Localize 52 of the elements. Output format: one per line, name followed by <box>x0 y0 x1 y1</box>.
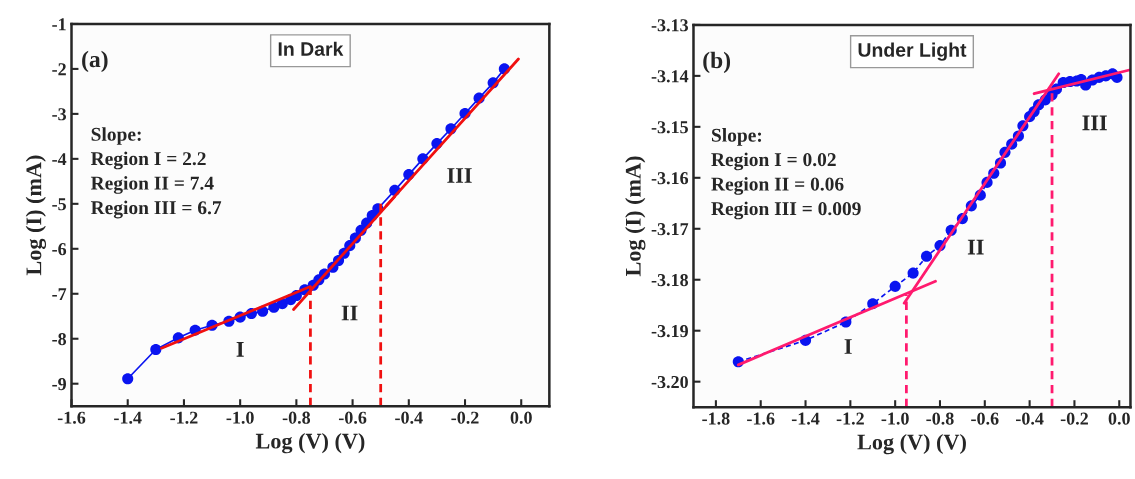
text: In Dark <box>278 41 344 56</box>
x-axis-title: Log (V) (V) <box>857 433 966 455</box>
annotation: II <box>967 239 984 255</box>
annotation: III <box>447 168 472 183</box>
x-tick-label: -0.2 <box>1060 412 1088 425</box>
y-tick-label: -3.18 <box>651 273 689 287</box>
y-tick-label: -9 <box>52 378 66 391</box>
y-tick-label: -3.19 <box>651 325 688 338</box>
x-tick-label: -0.4 <box>395 411 423 424</box>
y-tick-label: -3 <box>52 108 67 121</box>
x-axis-title: Log (V) (V) <box>255 432 365 454</box>
x-tick-label: -0.8 <box>926 412 954 425</box>
annotation: I <box>236 342 244 357</box>
x-tick-label: -1.2 <box>836 412 864 425</box>
annotation: Slope: Region I = 2.2 Region II = 7.4 Region III = 6.7 <box>90 127 222 219</box>
y-tick-label: -3.20 <box>651 375 688 389</box>
y-tick-label: -3.14 <box>651 70 689 83</box>
annotation: (a) <box>82 50 108 73</box>
x-tick-label: -1.4 <box>114 411 142 424</box>
x-tick-label: -0.8 <box>282 411 311 424</box>
y-axis-title: Log (I) (mA) <box>625 156 646 277</box>
x-tick-label: -0.6 <box>971 412 999 425</box>
y-tick-label: -8 <box>52 332 67 346</box>
x-tick-label: -0.6 <box>338 411 367 424</box>
x-tick-label: -1.6 <box>747 412 775 425</box>
y-axis-title: Log (I) (mA) <box>25 155 47 276</box>
x-tick-label: -1.4 <box>791 412 820 425</box>
y-tick-label: -4 <box>52 153 67 166</box>
annotation: II <box>341 305 358 321</box>
y-tick-label: -7 <box>52 288 67 301</box>
x-tick-label: 0.0 <box>510 411 532 424</box>
annotation: Slope: Region I = 0.02 Region II = 0.06 Region III = 0.009 <box>711 128 861 220</box>
x-tick-label: -1.6 <box>57 411 86 424</box>
x-tick-label: 0.0 <box>1108 412 1130 425</box>
x-tick-label: -0.4 <box>1015 412 1044 425</box>
y-tick-label: -2 <box>52 63 66 76</box>
x-tick-label: -1.2 <box>170 411 198 424</box>
annotation: (b) <box>703 51 731 74</box>
annotation: I <box>844 339 852 354</box>
x-tick-label: -1.8 <box>702 412 730 425</box>
x-tick-label: -1.0 <box>881 412 909 425</box>
y-tick-label: -3.15 <box>651 121 688 134</box>
x-tick-label: -0.2 <box>451 411 479 424</box>
y-tick-label: -3.17 <box>651 223 689 236</box>
text: Under Light <box>858 42 967 61</box>
y-tick-label: -3.13 <box>651 19 689 32</box>
x-tick-label: -1.0 <box>226 411 254 424</box>
annotation: III <box>1082 115 1107 131</box>
y-tick-label: -3.16 <box>651 172 689 185</box>
y-tick-label: -1 <box>52 18 66 31</box>
y-tick-label: -5 <box>52 198 66 211</box>
y-tick-label: -6 <box>52 243 67 256</box>
